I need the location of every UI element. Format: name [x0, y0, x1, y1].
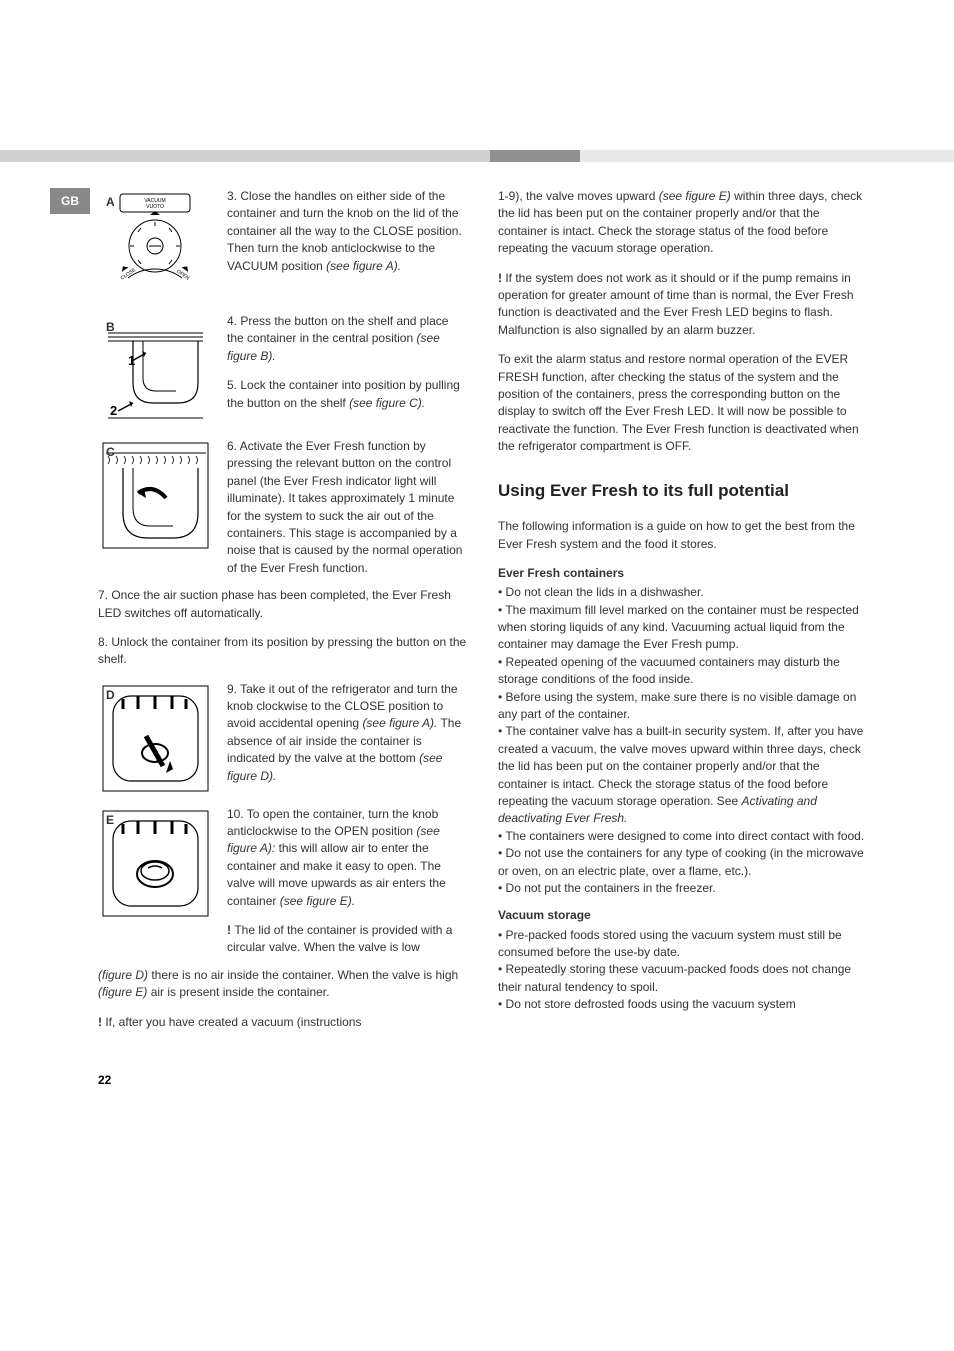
- figure-d: D: [98, 681, 213, 796]
- bullet-2: • The maximum fill level marked on the c…: [498, 602, 869, 654]
- note1c: there is no air inside the container. Wh…: [148, 968, 458, 982]
- figure-e-svg: [98, 806, 213, 921]
- warn-system-b: To exit the alarm status and restore nor…: [498, 351, 869, 455]
- step-7-text: 7. Once the air suction phase has been c…: [98, 587, 468, 622]
- left-column: A VACUUM VUOTO CLOSE OPEN: [98, 188, 468, 1043]
- figure-c-label: C: [106, 444, 115, 461]
- figure-a-label: A: [106, 194, 115, 211]
- figure-c-svg: [98, 438, 213, 553]
- svg-text:2: 2: [110, 403, 117, 418]
- figure-b: B 1 2: [98, 313, 213, 428]
- note1d: (figure E): [98, 985, 147, 999]
- figure-row-b: B 1 2: [98, 313, 468, 428]
- step-3-text: 3. Close the handles on either side of t…: [227, 188, 468, 275]
- step-10-text: 10. To open the container, turn the knob…: [227, 806, 468, 969]
- figure-b-svg: 1 2: [98, 313, 213, 428]
- two-column-layout: A VACUUM VUOTO CLOSE OPEN: [98, 188, 869, 1043]
- warn-system: If the system does not work as it should…: [498, 270, 869, 340]
- figure-c: C: [98, 438, 213, 553]
- section-intro: The following information is a guide on …: [498, 518, 869, 553]
- page-content: GB A VACUUM VUOTO: [0, 162, 954, 1127]
- figure-d-label: D: [106, 687, 115, 704]
- bullet-6: • The containers were designed to come i…: [498, 828, 869, 845]
- bullet-5: • The container valve has a built-in sec…: [498, 723, 869, 827]
- step-8-text: 8. Unlock the container from its positio…: [98, 634, 468, 669]
- warn2-body: If the system does not work as it should…: [498, 271, 854, 337]
- v-bullet-2: • Repeatedly storing these vacuum-packed…: [498, 961, 869, 996]
- cont1: 1-9), the valve moves upward: [498, 189, 659, 203]
- v-bullet-1: • Pre-packed foods stored using the vacu…: [498, 927, 869, 962]
- step-4-5-text: 4. Press the button on the shelf and pla…: [227, 313, 468, 412]
- note-valve: The lid of the container is provided wit…: [227, 922, 468, 957]
- figure-d-svg: [98, 681, 213, 796]
- figure-e: E: [98, 806, 213, 921]
- figure-b-label: B: [106, 319, 115, 336]
- note-vacuum-created: If, after you have created a vacuum (ins…: [98, 1014, 468, 1031]
- note1b: (figure D): [98, 968, 148, 982]
- section-heading: Using Ever Fresh to its full potential: [498, 479, 869, 504]
- page-number: 22: [98, 1073, 869, 1087]
- bar-segment-light: [580, 150, 954, 162]
- bar-segment-dark: [490, 150, 580, 162]
- note2: If, after you have created a vacuum (ins…: [105, 1015, 361, 1029]
- subheading-vacuum-storage: Vacuum storage: [498, 907, 869, 924]
- step-10-ref2: (see figure E).: [280, 894, 355, 908]
- bullet-7: • Do not use the containers for any type…: [498, 845, 869, 880]
- step-9-ref1: (see figure A).: [362, 716, 437, 730]
- figure-row-e: E 10. To open the container, turn the kn…: [98, 806, 468, 969]
- svg-text:VUOTO: VUOTO: [146, 204, 164, 210]
- subheading-containers: Ever Fresh containers: [498, 565, 869, 582]
- step-10-a: 10. To open the container, turn the knob…: [227, 807, 438, 838]
- bullet-4: • Before using the system, make sure the…: [498, 689, 869, 724]
- figure-e-label: E: [106, 812, 114, 829]
- right-column: 1-9), the valve moves upward (see figure…: [498, 188, 869, 1043]
- bullet-3: • Repeated opening of the vacuumed conta…: [498, 654, 869, 689]
- continuation-text: 1-9), the valve moves upward (see figure…: [498, 188, 869, 258]
- step-3-ref: (see figure A).: [326, 259, 401, 273]
- header-bar: [0, 150, 954, 162]
- note1a: The lid of the container is provided wit…: [227, 923, 452, 954]
- step-6-text: 6. Activate the Ever Fresh function by p…: [227, 438, 468, 577]
- figure-row-d: D 9. Take it out of the refrigerator and…: [98, 681, 468, 796]
- cont-ref: (see figure E): [659, 189, 731, 203]
- bullet-8: • Do not put the containers in the freez…: [498, 880, 869, 897]
- step-9-text: 9. Take it out of the refrigerator and t…: [227, 681, 468, 785]
- note-valve-cont: (figure D) there is no air inside the co…: [98, 967, 468, 1002]
- bar-segment-gray: [0, 150, 490, 162]
- bullet-1: • Do not clean the lids in a dishwasher.: [498, 584, 869, 601]
- figure-row-a: A VACUUM VUOTO CLOSE OPEN: [98, 188, 468, 303]
- figure-row-c: C 6. Activate the Ever Fresh function by…: [98, 438, 468, 577]
- step-5-ref: (see figure C).: [349, 396, 425, 410]
- v-bullet-3: • Do not store defrosted foods using the…: [498, 996, 869, 1013]
- figure-a: A VACUUM VUOTO CLOSE OPEN: [98, 188, 213, 303]
- figure-a-svg: VACUUM VUOTO CLOSE OPEN: [98, 188, 213, 303]
- note1e: air is present inside the container.: [147, 985, 329, 999]
- language-tab: GB: [50, 188, 90, 214]
